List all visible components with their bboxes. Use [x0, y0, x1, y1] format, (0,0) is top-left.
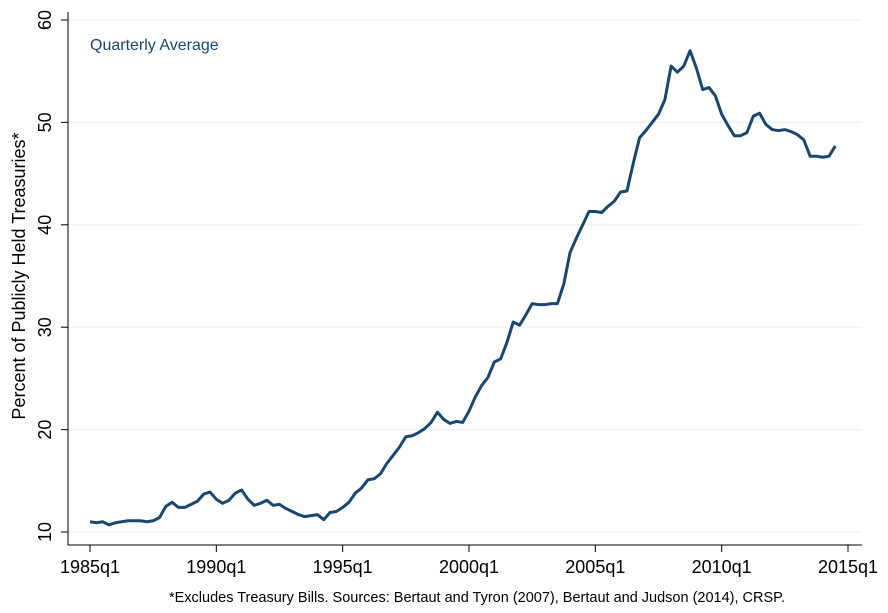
x-tick-label: 2000q1	[439, 557, 499, 577]
x-tick-label: 1985q1	[60, 557, 120, 577]
footnote: *Excludes Treasury Bills. Sources: Berta…	[169, 590, 785, 606]
y-tick-label: 30	[35, 317, 55, 337]
x-tick-label: 1990q1	[186, 557, 246, 577]
y-axis-title: Percent of Publicly Held Treasuries*	[9, 132, 29, 419]
x-tick-label: 2005q1	[565, 557, 625, 577]
y-tick-label: 10	[35, 522, 55, 542]
y-tick-label: 50	[35, 112, 55, 132]
y-tick-label: 60	[35, 10, 55, 30]
x-tick-label: 2015q1	[818, 557, 878, 577]
y-tick-label: 40	[35, 215, 55, 235]
data-line	[89, 49, 837, 527]
x-tick-label: 1995q1	[313, 557, 373, 577]
annotation: Quarterly Average	[90, 37, 219, 54]
y-tick-label: 20	[35, 420, 55, 440]
x-tick-label: 2010q1	[692, 557, 752, 577]
